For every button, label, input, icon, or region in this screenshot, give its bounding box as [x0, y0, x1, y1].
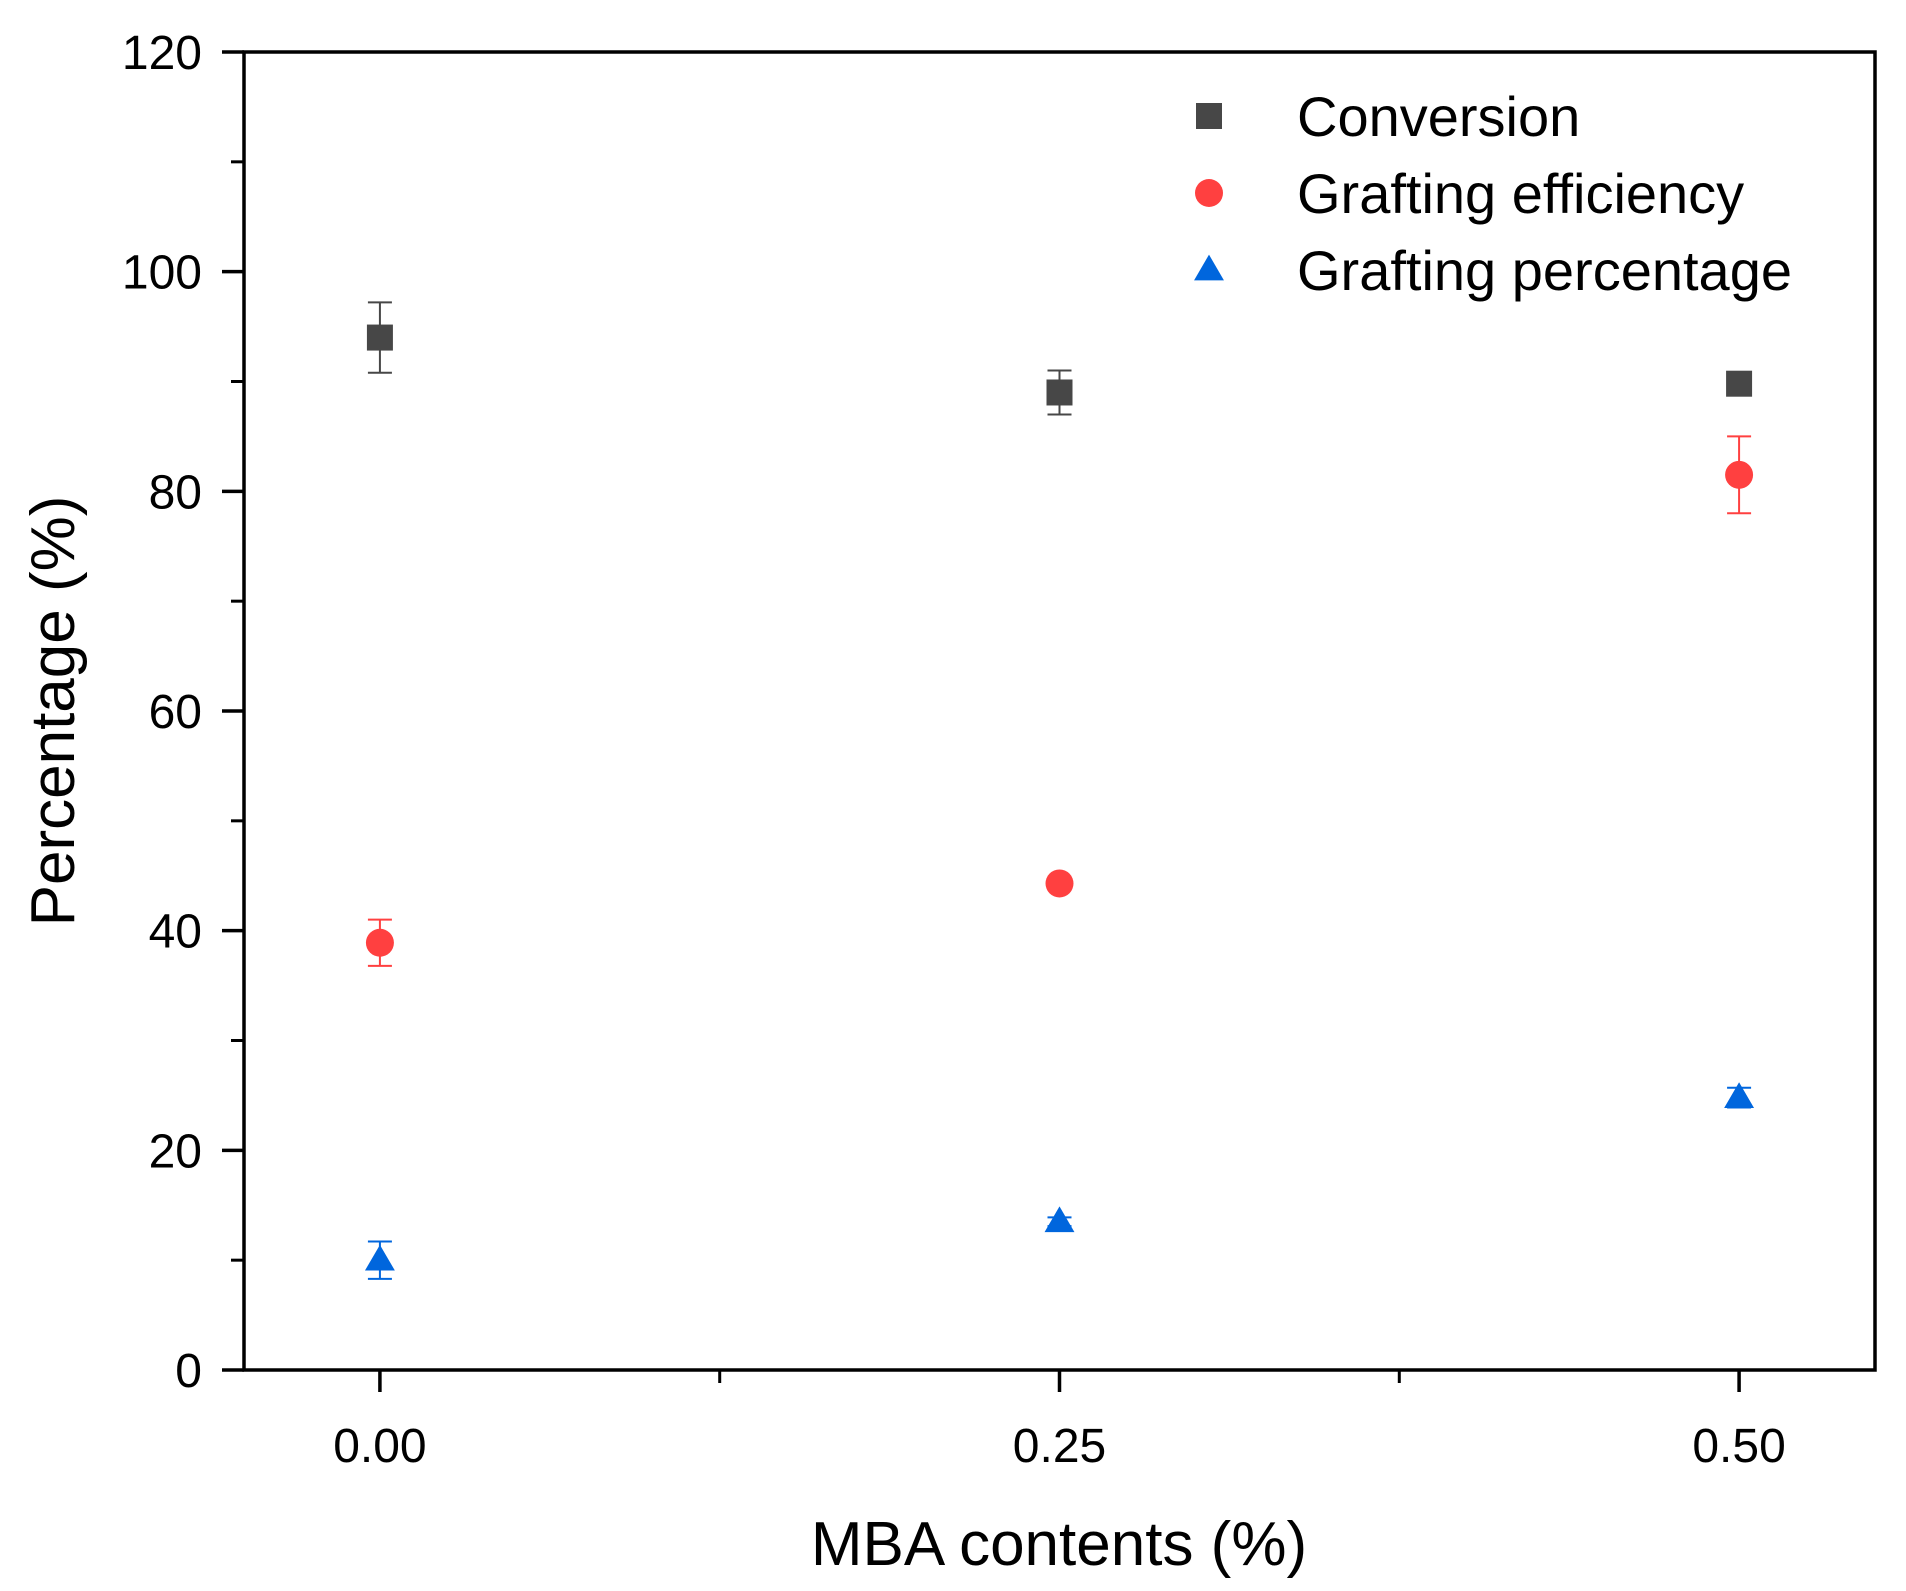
x-axis-title: MBA contents (%) — [811, 1510, 1307, 1579]
y-tick-label: 100 — [122, 247, 202, 300]
series-grafting-efficiency — [365, 435, 1754, 967]
x-tick-label: 0.00 — [333, 1420, 426, 1473]
data-point — [1724, 1082, 1755, 1108]
legend-marker — [1194, 254, 1224, 281]
y-tick-label: 20 — [149, 1125, 202, 1178]
y-axis-title: Percentage (%) — [19, 496, 88, 927]
data-point — [1045, 869, 1074, 898]
legend: Conversion Grafting efficiency Grafting pe… — [1194, 85, 1792, 302]
series-grafting-percentage — [364, 1082, 1755, 1280]
x-tick-label: 0.50 — [1692, 1420, 1785, 1473]
x-tick-label: 0.25 — [1013, 1420, 1106, 1473]
y-tick-label: 40 — [149, 906, 202, 959]
data-point — [1726, 370, 1753, 397]
y-tick-label: 120 — [122, 27, 202, 80]
data-point — [1044, 1206, 1075, 1233]
legend-label: Grafting efficiency — [1297, 162, 1744, 225]
data-point — [366, 324, 393, 351]
data-point — [365, 928, 394, 957]
legend-label: Conversion — [1297, 85, 1580, 148]
data-point — [1725, 460, 1754, 489]
data-point — [1046, 379, 1073, 406]
data-series — [364, 301, 1755, 1280]
y-tick-label: 80 — [149, 466, 202, 519]
y-tick-label: 60 — [149, 686, 202, 739]
data-point — [364, 1244, 395, 1271]
x-axis: 0.00 0.25 0.50 — [333, 1370, 1786, 1473]
legend-marker — [1195, 179, 1223, 207]
y-axis: 0 20 40 60 80 100 120 — [122, 27, 244, 1398]
y-tick-label: 0 — [175, 1345, 202, 1398]
series-conversion — [366, 301, 1753, 416]
legend-label: Grafting percentage — [1297, 239, 1792, 302]
legend-marker — [1196, 103, 1222, 129]
